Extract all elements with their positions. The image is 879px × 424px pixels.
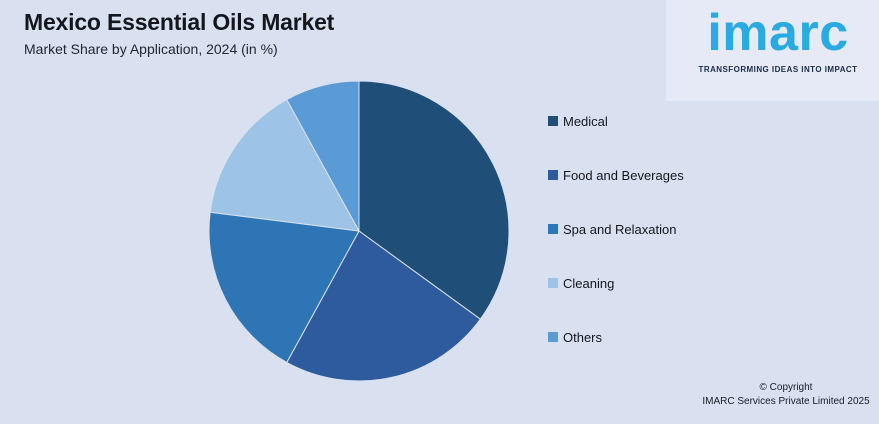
legend-swatch — [548, 332, 558, 342]
copyright-note: © Copyright IMARC Services Private Limit… — [650, 381, 879, 408]
legend-item-cleaning: Cleaning — [548, 274, 684, 292]
legend-label: Food and Beverages — [563, 167, 684, 183]
logo-tagline: TRANSFORMING IDEAS INTO IMPACT — [698, 65, 858, 74]
pie-slice-spa-and-relaxation — [208, 211, 360, 363]
legend-item-spa-and-relaxation: Spa and Relaxation — [548, 220, 684, 238]
imarc-logo: imarc TRANSFORMING IDEAS INTO IMPACT — [680, 0, 876, 74]
legend-label: Medical — [563, 113, 608, 129]
legend-swatch — [548, 116, 558, 126]
chart-legend: Medical Food and Beverages Spa and Relax… — [548, 112, 684, 382]
pie-slice-food-and-beverages — [286, 230, 481, 382]
legend-swatch — [548, 224, 558, 234]
legend-label: Cleaning — [563, 275, 615, 291]
logo-wordmark: imarc — [707, 4, 849, 62]
copyright-line2: IMARC Services Private Limited 2025 — [702, 395, 870, 407]
logo-card — [666, 0, 879, 101]
legend-label: Others — [563, 329, 603, 345]
legend-item-others: Others — [548, 328, 684, 346]
legend-swatch — [548, 278, 558, 288]
legend-label: Spa and Relaxation — [563, 221, 677, 237]
page-subtitle: Market Share by Application, 2024 (in %) — [24, 41, 278, 57]
legend-item-food-and-beverages: Food and Beverages — [548, 166, 684, 184]
pie-slice-medical — [358, 80, 510, 320]
copyright-line1: © Copyright — [759, 382, 813, 393]
legend-item-medical: Medical — [548, 112, 684, 130]
pie-slice-others — [286, 80, 360, 232]
pie-slice-cleaning — [209, 99, 360, 232]
legend-swatch — [548, 170, 558, 180]
page-title: Mexico Essential Oils Market — [24, 9, 335, 35]
